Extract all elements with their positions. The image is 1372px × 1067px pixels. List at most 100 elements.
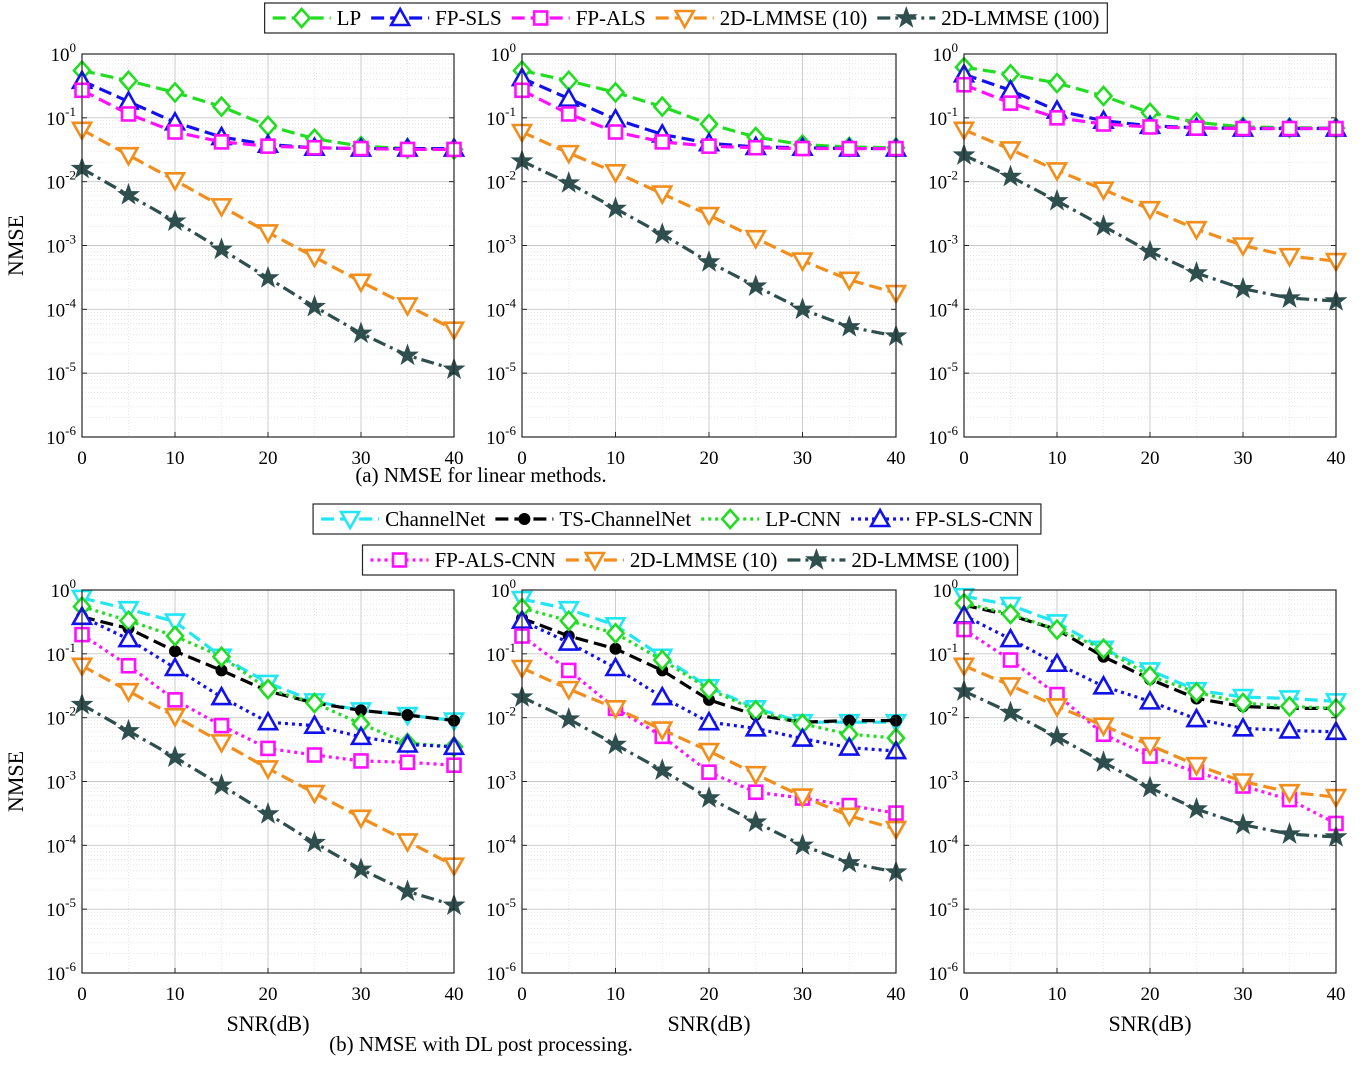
legend-item-fp-sls: FP-SLS bbox=[371, 6, 502, 30]
x-tick-label: 30 bbox=[352, 984, 371, 1005]
y-tick-label: 10-3 bbox=[928, 768, 958, 794]
y-axis-label: NMSE bbox=[3, 751, 28, 812]
caption-b: (b) NMSE with DL post processing. bbox=[329, 1032, 633, 1056]
legend-marker bbox=[391, 552, 408, 568]
series-2d-lmmse-10 bbox=[952, 121, 1348, 273]
chart-panel-5: 0 10 20 30 40 10-6 10-5 10-4 10-3 10-2 10-1 100 SNR(… bbox=[486, 576, 908, 1036]
legend-marker bbox=[583, 551, 607, 572]
legend-item-ts-channelnet: TS-ChannelNet bbox=[495, 507, 691, 531]
data-point bbox=[697, 250, 721, 272]
legend-item-lp-cnn: LP-CNN bbox=[701, 507, 841, 531]
legend-item-2d-lmmse-10: 2D-LMMSE (10) bbox=[565, 548, 777, 572]
data-point bbox=[117, 627, 140, 648]
y-tick-label: 10-3 bbox=[46, 768, 76, 794]
data-point bbox=[1185, 797, 1208, 819]
data-point bbox=[1047, 618, 1067, 641]
chart-panel-2: 0 10 20 30 40 10-6 10-5 10-4 10-3 10-2 10-1 100 bbox=[486, 40, 908, 469]
x-tick-label: 0 bbox=[959, 448, 969, 469]
legend-marker bbox=[804, 547, 828, 570]
x-tick-label: 0 bbox=[517, 984, 527, 1005]
series-2d-lmmse-100 bbox=[952, 679, 1348, 847]
data-point bbox=[791, 833, 814, 856]
data-point bbox=[1140, 665, 1160, 687]
data-point bbox=[349, 725, 373, 746]
y-tick-label: 10-5 bbox=[928, 895, 958, 921]
legend-marker bbox=[894, 5, 918, 28]
data-point bbox=[163, 209, 187, 231]
data-point bbox=[744, 716, 767, 737]
legend-bottom-row-1: ChannelNet TS-ChannelNet LP-CNN FP-SLS-CNN bbox=[312, 503, 1042, 535]
data-point bbox=[117, 682, 140, 703]
data-point bbox=[697, 710, 721, 731]
x-tick-label: 30 bbox=[1234, 984, 1253, 1005]
data-point bbox=[163, 613, 187, 634]
data-point bbox=[651, 185, 674, 206]
legend-item-fp-sls-cnn: FP-SLS-CNN bbox=[851, 507, 1033, 531]
y-tick-label: 10-2 bbox=[46, 704, 76, 730]
x-tick-label: 10 bbox=[166, 448, 185, 469]
data-point bbox=[210, 237, 233, 260]
series-line bbox=[521, 616, 896, 724]
y-tick-label: 10-1 bbox=[46, 104, 76, 130]
data-point bbox=[557, 86, 580, 107]
data-point bbox=[256, 710, 280, 731]
data-point bbox=[1045, 162, 1069, 183]
x-tick-label: 40 bbox=[445, 448, 464, 469]
data-point bbox=[791, 726, 814, 747]
data-point bbox=[701, 138, 717, 154]
data-point bbox=[1142, 119, 1158, 135]
data-point bbox=[210, 198, 233, 219]
data-point bbox=[652, 649, 672, 671]
data-point bbox=[396, 732, 419, 753]
data-point bbox=[697, 742, 721, 763]
data-point bbox=[1002, 95, 1019, 111]
data-point bbox=[560, 662, 577, 679]
data-point bbox=[163, 656, 187, 677]
legend-marker bbox=[532, 10, 549, 26]
data-point bbox=[1278, 247, 1301, 268]
x-tick-label: 40 bbox=[887, 448, 906, 469]
data-point bbox=[744, 274, 768, 296]
legend-label: LP bbox=[337, 6, 362, 30]
data-point bbox=[652, 95, 672, 118]
data-point bbox=[210, 734, 233, 755]
y-tick-label: 10-6 bbox=[46, 423, 76, 449]
y-tick-label: 10-3 bbox=[486, 768, 516, 794]
data-point bbox=[256, 265, 280, 288]
data-point bbox=[747, 784, 764, 800]
data-point bbox=[117, 146, 140, 167]
data-point bbox=[1231, 237, 1255, 258]
legend-label: FP-ALS bbox=[576, 6, 646, 30]
data-point bbox=[1049, 110, 1065, 126]
data-point bbox=[838, 807, 861, 828]
data-point bbox=[557, 680, 580, 701]
data-point bbox=[1045, 724, 1069, 747]
data-point bbox=[1047, 72, 1067, 95]
data-point bbox=[1279, 695, 1300, 718]
data-point bbox=[349, 809, 373, 830]
data-point bbox=[167, 692, 183, 708]
legend-label: 2D-LMMSE (100) bbox=[941, 6, 1099, 30]
data-point bbox=[791, 297, 814, 320]
x-tick-label: 30 bbox=[1234, 448, 1253, 469]
data-point bbox=[1281, 120, 1298, 137]
data-point bbox=[560, 106, 577, 122]
series-line bbox=[521, 130, 897, 295]
data-point bbox=[165, 81, 185, 104]
y-tick-label: 10-3 bbox=[928, 232, 958, 258]
legend-box bbox=[312, 503, 1042, 535]
data-point bbox=[1185, 261, 1208, 283]
data-point bbox=[120, 657, 137, 674]
data-point bbox=[260, 740, 276, 757]
data-point bbox=[349, 857, 373, 880]
chart-panel-4: 0 10 20 30 40 10-6 10-5 10-4 10-3 10-2 10-1 100 NMSE… bbox=[3, 576, 466, 1036]
data-point bbox=[1185, 220, 1208, 241]
data-point bbox=[303, 830, 326, 853]
data-point bbox=[303, 713, 326, 734]
data-point bbox=[401, 709, 414, 722]
data-point bbox=[210, 685, 233, 706]
data-point bbox=[837, 314, 861, 337]
data-point bbox=[604, 656, 627, 677]
x-tick-label: 30 bbox=[793, 448, 812, 469]
